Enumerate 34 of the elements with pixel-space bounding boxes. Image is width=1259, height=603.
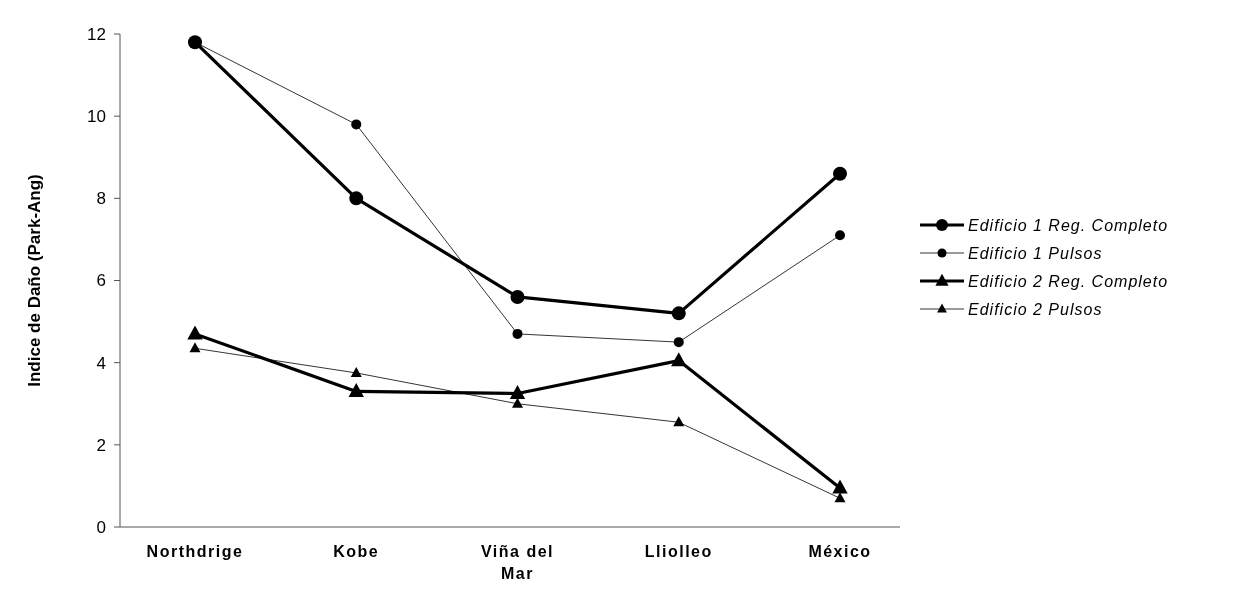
point	[671, 352, 687, 367]
point	[671, 306, 686, 321]
point	[350, 366, 362, 377]
y-tick-label: 10	[87, 107, 106, 127]
point	[510, 289, 525, 304]
legend-label: Edificio 1 Pulsos	[968, 244, 1103, 262]
x-tick-label: Viña del Mar	[480, 543, 555, 582]
y-tick-label: 12	[87, 24, 106, 44]
y-tick-label: 6	[96, 271, 106, 291]
x-tick-label: Northdrige	[146, 543, 244, 560]
point	[673, 416, 685, 427]
x-tick-label: Lliolleo	[644, 543, 713, 560]
y-tick-label: 4	[96, 353, 106, 373]
legend-label: Edificio 1 Reg. Completo	[968, 216, 1169, 234]
legend-label: Edificio 2 Pulsos	[968, 300, 1103, 318]
point	[673, 337, 684, 348]
point	[351, 119, 362, 130]
point	[187, 325, 203, 340]
x-tick-label: México	[808, 543, 872, 560]
point	[348, 383, 364, 398]
y-tick-label: 0	[96, 517, 106, 537]
point	[834, 492, 846, 503]
y-tick-label: 2	[96, 435, 106, 455]
point	[832, 479, 848, 494]
legend-label: Edificio 2 Reg. Completo	[968, 272, 1169, 290]
y-tick-label: 8	[96, 189, 106, 209]
point	[833, 166, 847, 181]
point	[189, 342, 201, 353]
point	[835, 230, 845, 241]
point	[509, 385, 526, 400]
x-tick-label: Kobe	[333, 543, 380, 560]
point	[349, 191, 364, 206]
point	[512, 328, 523, 339]
y-axis-title: Indice de Daño (Park-Ang)	[25, 174, 44, 387]
